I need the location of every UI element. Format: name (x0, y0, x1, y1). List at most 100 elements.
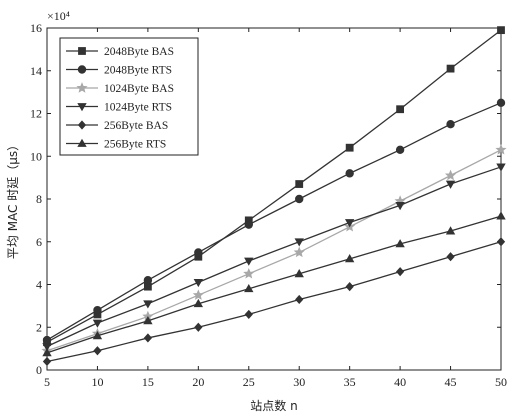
x-tick-label: 20 (192, 375, 204, 389)
data-point (143, 333, 153, 343)
data-point (445, 226, 456, 235)
data-point (344, 254, 355, 263)
series-256byte-bas (42, 237, 506, 367)
series-line (46, 215, 502, 354)
y-tick-label: 2 (36, 320, 42, 334)
data-point (496, 98, 506, 108)
y-tick-label: 6 (36, 235, 42, 249)
legend-label: 256Byte RTS (104, 139, 166, 151)
x-tick-label: 5 (44, 375, 50, 389)
legend-entry: 2048Byte RTS (66, 65, 172, 77)
data-point (93, 305, 102, 315)
x-tick-label: 35 (344, 375, 356, 389)
y-tick-label: 8 (36, 192, 42, 206)
y-tick-label: 14 (30, 64, 42, 78)
legend-marker (77, 120, 87, 130)
data-point (294, 238, 304, 247)
legend-label: 2048Byte RTS (104, 65, 172, 77)
data-point (143, 316, 153, 325)
y-tick-label: 16 (30, 21, 42, 35)
data-point (194, 322, 203, 332)
data-point (496, 237, 506, 247)
data-point (395, 267, 405, 277)
x-tick-label: 45 (445, 375, 457, 389)
data-point (396, 105, 405, 114)
y-tick-label: 4 (36, 278, 42, 292)
data-point (293, 246, 305, 258)
legend-label: 256Byte BAS (104, 120, 168, 132)
data-point (445, 180, 456, 189)
legend-marker (76, 82, 88, 93)
axis-tick-labels: 5 10 15 20 25 30 35 40 45 50 0 2 4 6 8 10 12 14 16 (30, 21, 507, 389)
data-point (244, 257, 254, 266)
data-point (345, 282, 354, 292)
x-tick-label: 25 (243, 375, 255, 389)
data-point (295, 180, 304, 188)
data-point (295, 294, 304, 305)
legend-label: 1024Byte RTS (104, 102, 172, 114)
y-exponent-label: ×10⁴ (47, 9, 70, 23)
legend-entry: 1024Byte BAS (66, 82, 174, 95)
data-point (244, 220, 253, 229)
data-point (495, 143, 507, 155)
data-point (193, 278, 204, 288)
x-tick-label: 30 (293, 375, 305, 389)
x-tick-label: 10 (91, 375, 103, 389)
data-point (192, 289, 204, 300)
data-point (42, 348, 52, 357)
data-point (244, 309, 253, 320)
legend-label: 2048Byte BAS (104, 46, 174, 58)
y-tick-label: 10 (30, 149, 42, 163)
legend-entry: 256Byte RTS (66, 139, 166, 151)
y-tick-label: 12 (30, 107, 42, 121)
legend-box (59, 37, 199, 156)
series-layer (41, 26, 507, 367)
series-line (46, 29, 502, 343)
data-point (92, 330, 103, 340)
data-point (143, 276, 153, 285)
legend: 2048Byte BAS 2048Byte RTS 1024Byte BAS 1024… (59, 37, 199, 156)
data-point (444, 169, 457, 181)
data-point (446, 119, 455, 129)
series-line (46, 149, 502, 352)
legend-marker (77, 138, 87, 147)
data-point (345, 143, 354, 152)
legend-label: 1024Byte BAS (104, 83, 174, 95)
data-point (446, 64, 455, 73)
y-tick-label: 0 (36, 363, 42, 377)
legend-entry: 2048Byte BAS (66, 46, 174, 58)
x-tick-label: 15 (142, 375, 154, 389)
legend-marker (77, 65, 87, 74)
data-point (42, 335, 52, 345)
data-point (496, 163, 506, 172)
series-line (46, 102, 502, 341)
data-point (143, 300, 153, 309)
legend-entry: 256Byte BAS (66, 120, 168, 132)
data-point (93, 346, 102, 356)
series-line (46, 241, 502, 363)
data-point (446, 252, 455, 262)
data-point (344, 219, 355, 228)
series-256byte-rts (42, 211, 506, 357)
y-axis-title: 平均 MAC 时延（μs） (6, 139, 20, 259)
data-point (294, 269, 304, 278)
data-point (42, 356, 52, 367)
x-tick-label: 50 (495, 375, 507, 389)
data-point (395, 145, 405, 155)
legend-marker (77, 103, 87, 112)
legend-entry: 1024Byte RTS (66, 102, 172, 114)
data-point (193, 298, 204, 308)
series-line (46, 166, 502, 348)
x-axis-title: 站点数 n (250, 398, 297, 413)
series-1024byte-rts (42, 163, 506, 352)
data-point (295, 194, 304, 204)
data-point (243, 267, 255, 279)
data-point (497, 26, 505, 35)
legend-marker (78, 47, 86, 55)
data-point (395, 202, 405, 211)
data-point (395, 239, 405, 248)
x-tick-label: 40 (394, 375, 406, 389)
data-point (244, 283, 254, 293)
series-2048byte-rts (42, 98, 506, 345)
